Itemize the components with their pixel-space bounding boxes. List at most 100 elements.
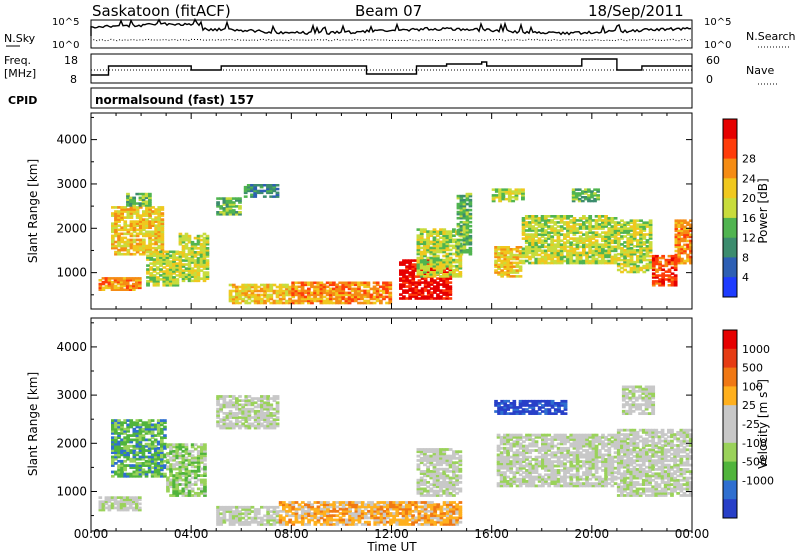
power-cell (661, 268, 666, 272)
velocity-cell (354, 523, 359, 526)
power-cell (661, 264, 666, 268)
velocity-cell (253, 405, 258, 409)
velocity-cell (272, 510, 277, 513)
power-cell (353, 281, 358, 285)
power-cell (537, 219, 542, 222)
velocity-cell (408, 503, 412, 507)
power-cell (193, 265, 198, 268)
power-cell (152, 270, 157, 273)
power-cell (372, 289, 377, 293)
velocity-cell (144, 470, 149, 474)
power-cell (148, 216, 152, 219)
velocity-cell (432, 476, 437, 480)
velocity-cell (126, 427, 130, 431)
power-cell (439, 275, 443, 278)
velocity-cell (345, 501, 349, 504)
power-cell (543, 241, 548, 245)
power-cell (465, 236, 470, 240)
velocity-cell (266, 414, 271, 417)
power-cell (648, 231, 653, 234)
velocity-cell (231, 401, 236, 405)
power-cell (648, 262, 653, 266)
power-cell (445, 297, 450, 300)
velocity-cell (225, 403, 230, 407)
power-cell (347, 281, 352, 285)
power-cell (452, 230, 456, 233)
power-cell (231, 201, 236, 204)
nave-right-tick-bottom: 0 (706, 73, 713, 86)
velocity-cell (219, 518, 224, 522)
power-cell (353, 291, 358, 295)
power-cell (332, 289, 336, 293)
power-cell (231, 301, 236, 305)
power-cell (531, 255, 535, 259)
power-cell (148, 204, 152, 207)
velocity-cell (376, 501, 381, 504)
velocity-cell (114, 472, 118, 476)
power-cell (196, 261, 201, 264)
power-cell (594, 251, 599, 255)
power-cell (465, 208, 470, 212)
power-cell (623, 227, 627, 230)
power-cell (310, 299, 314, 303)
power-cell (639, 245, 643, 248)
velocity-cell (110, 502, 115, 506)
power-cell (341, 281, 346, 285)
velocity-cell (373, 503, 378, 507)
power-cell (445, 252, 450, 256)
power-cell (432, 252, 437, 256)
velocity-cell (260, 397, 264, 400)
power-cell (145, 208, 149, 211)
velocity-cell (266, 426, 271, 430)
power-cell (129, 234, 134, 238)
power-cell (563, 235, 567, 238)
velocity-cell (426, 489, 431, 493)
velocity-cell (370, 505, 374, 509)
power-cell (524, 229, 529, 232)
power-cell (629, 266, 634, 270)
velocity-cell (445, 483, 450, 486)
power-cell (148, 246, 152, 250)
power-cell (145, 230, 149, 234)
power-cell (613, 247, 618, 251)
velocity-cell (455, 512, 460, 515)
velocity-cell (260, 399, 264, 403)
power-cell (540, 219, 545, 222)
velocity-cell (423, 450, 427, 454)
power-cell (509, 249, 514, 253)
velocity-cell (445, 507, 450, 511)
velocity-cell (111, 449, 115, 452)
velocity-cell (132, 455, 137, 459)
power-cell (462, 246, 467, 250)
velocity-cell (423, 516, 428, 520)
power-cell (616, 221, 621, 224)
power-cell (445, 236, 450, 240)
power-cell (584, 190, 588, 193)
power-cell (157, 218, 162, 221)
power-cell (651, 272, 656, 275)
power-cell (160, 208, 165, 211)
power-cell (366, 293, 371, 297)
velocity-cell (153, 468, 158, 472)
power-cell (316, 289, 321, 293)
power-cell (159, 250, 163, 254)
velocity-cell (138, 427, 143, 431)
power-cell (582, 227, 586, 230)
velocity-cell (117, 474, 121, 478)
power-cell (138, 246, 143, 250)
power-cell (235, 301, 239, 305)
power-cell (458, 266, 463, 270)
power-cell (448, 240, 453, 244)
power-cell (613, 249, 618, 253)
power-cell (435, 238, 440, 242)
power-cell (375, 293, 380, 297)
power-cell (423, 238, 427, 242)
velocity-cell (141, 429, 146, 433)
power-cell (528, 221, 532, 224)
power-cell (178, 257, 183, 260)
power-cell (420, 281, 425, 284)
power-cell (184, 267, 189, 270)
velocity-cell (135, 466, 140, 470)
power-cell (594, 257, 599, 261)
velocity-cell (141, 438, 146, 442)
